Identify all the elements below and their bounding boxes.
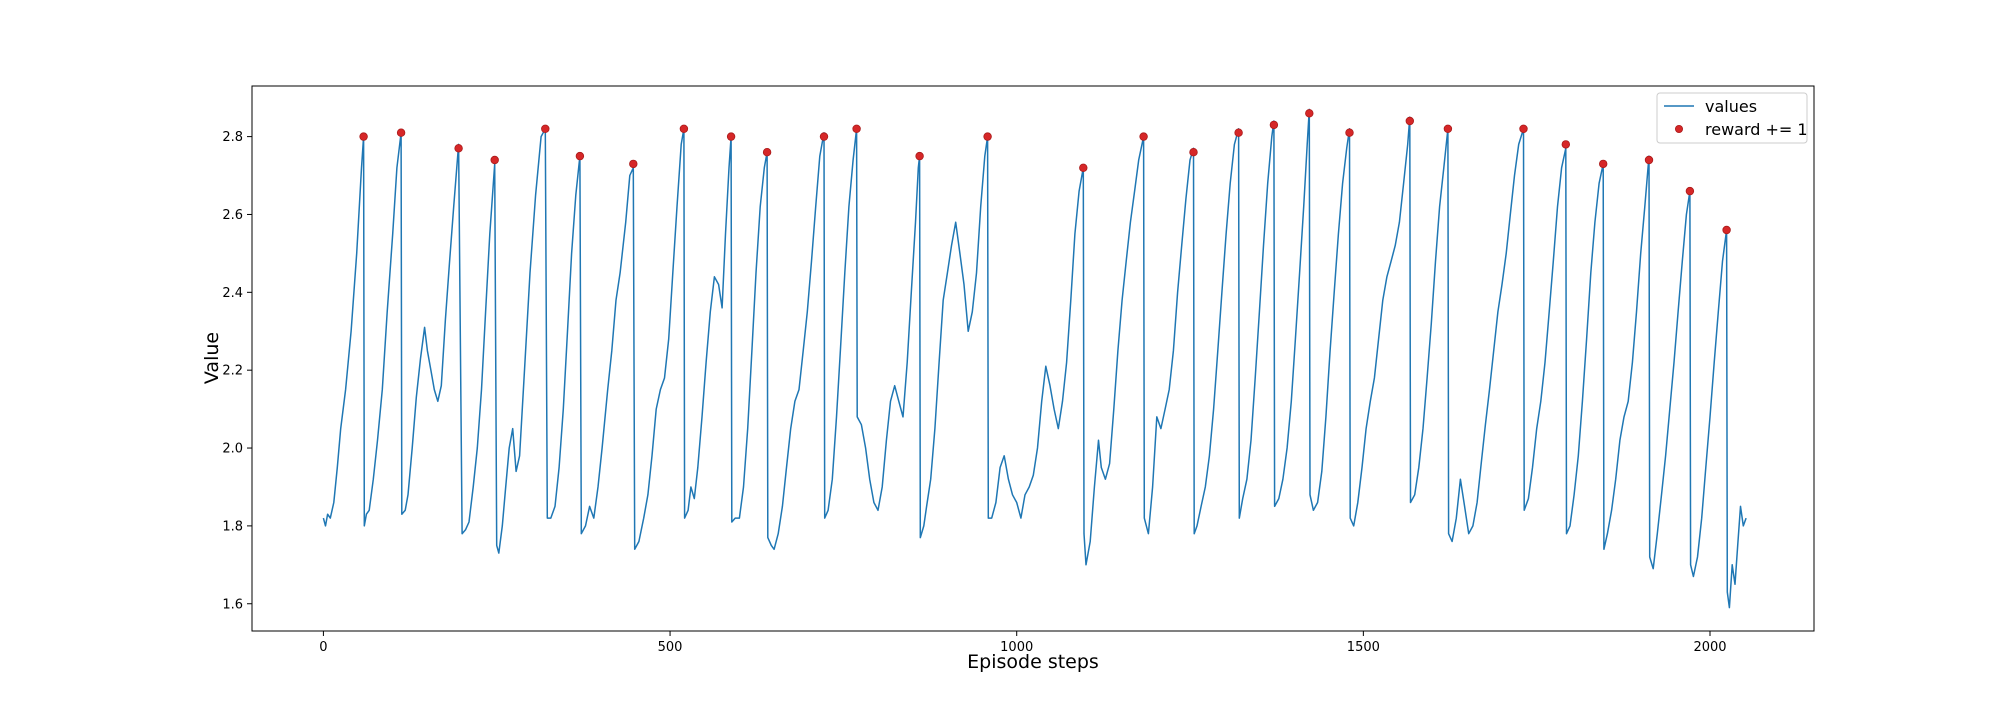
- x-tick-label: 500: [658, 640, 683, 655]
- reward-marker: [1405, 116, 1414, 126]
- y-tick-label: 2.2: [222, 364, 243, 379]
- reward-marker: [1139, 132, 1148, 141]
- reward-marker: [726, 132, 736, 141]
- y-axis: 1.6 1.8 2.0 2.2 2.4 2.6 2.8: [222, 130, 252, 612]
- reward-marker: [454, 144, 463, 153]
- reward-marker: [762, 147, 772, 157]
- plot-area: [252, 86, 1814, 631]
- x-tick-label: 2000: [1693, 640, 1726, 655]
- x-tick-label: 1500: [1347, 640, 1380, 655]
- reward-marker: [1722, 225, 1731, 235]
- reward-marker: [1305, 109, 1314, 118]
- y-tick-label: 2.8: [222, 130, 243, 145]
- reward-marker: [1234, 128, 1243, 137]
- reward-marker: [852, 124, 861, 133]
- y-tick-label: 1.6: [222, 597, 243, 612]
- legend-reward-label: reward += 1: [1705, 120, 1808, 139]
- reward-marker: [1443, 124, 1453, 133]
- legend: values reward += 1: [1656, 92, 1808, 144]
- reward-marker: [1519, 124, 1528, 133]
- legend-values-label: values: [1705, 97, 1757, 116]
- x-tick-label: 1000: [1000, 640, 1033, 655]
- y-tick-label: 2.6: [222, 208, 243, 223]
- values-series-line: [322, 108, 1747, 609]
- marker-layer: [359, 109, 1731, 235]
- reward-marker: [490, 155, 499, 165]
- reward-marker: [629, 159, 638, 169]
- x-tick-label: 0: [319, 640, 327, 655]
- reward-marker: [1189, 147, 1198, 157]
- reward-marker: [541, 124, 550, 133]
- y-tick-label: 2.0: [222, 442, 243, 457]
- legend-marker-swatch: [1675, 125, 1684, 134]
- x-axis: 0 500 1000 1500 2000: [319, 631, 1727, 655]
- reward-marker: [359, 132, 368, 141]
- legend-box: [1656, 92, 1808, 144]
- y-axis-label: Value: [201, 332, 223, 384]
- reward-marker: [1685, 186, 1695, 196]
- reward-marker: [983, 132, 992, 141]
- reward-marker: [1345, 128, 1354, 137]
- reward-marker: [1598, 159, 1608, 169]
- y-tick-label: 2.4: [222, 286, 243, 301]
- reward-marker: [1561, 140, 1570, 149]
- reward-marker: [819, 132, 829, 141]
- reward-marker: [1644, 155, 1654, 165]
- series-layer: [322, 108, 1747, 609]
- reward-marker: [1269, 120, 1279, 130]
- reward-marker: [679, 124, 689, 133]
- reward-marker: [1079, 163, 1088, 172]
- plot-frame: [251, 85, 1815, 632]
- x-axis-label: Episode steps: [967, 651, 1099, 673]
- reward-marker: [915, 151, 924, 161]
- reward-marker: [575, 151, 585, 161]
- reward-marker: [396, 128, 406, 137]
- y-tick-label: 1.8: [222, 519, 243, 534]
